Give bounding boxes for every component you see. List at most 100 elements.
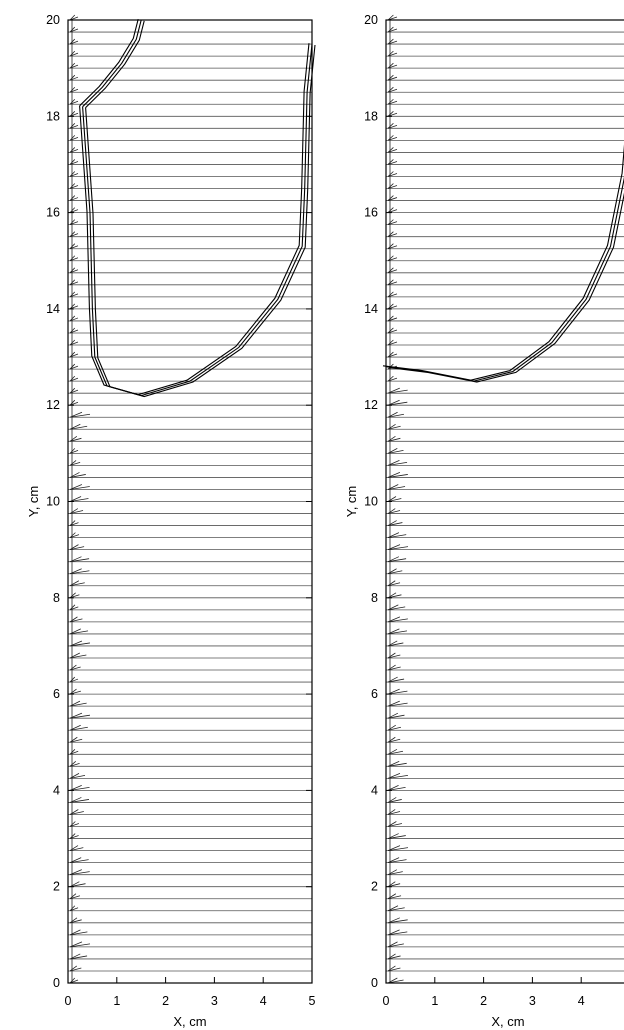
vector-glyph	[69, 448, 79, 454]
vector-glyph	[69, 556, 90, 563]
vector-glyph	[69, 231, 79, 238]
vector-glyph	[387, 845, 409, 851]
vector-glyph	[387, 869, 403, 876]
interface-contour	[79, 43, 310, 396]
vector-glyph	[387, 447, 404, 454]
vector-glyph	[69, 423, 88, 430]
y-tick-label: 10	[364, 495, 378, 509]
vector-glyph	[387, 111, 398, 117]
vector-glyph	[387, 387, 408, 394]
vector-glyph	[387, 279, 398, 286]
vector-glyph	[69, 604, 79, 611]
vector-glyph	[387, 628, 408, 635]
vector-glyph	[69, 785, 90, 791]
vector-glyph	[69, 833, 79, 839]
vector-glyph	[387, 785, 406, 791]
vector-glyph	[69, 472, 86, 478]
vector-glyph	[387, 905, 405, 912]
vector-glyph	[387, 676, 405, 683]
vector-glyph	[69, 327, 79, 334]
vector-glyph	[69, 749, 79, 755]
vector-glyph	[69, 700, 87, 707]
vector-glyph	[69, 387, 79, 394]
vector-glyph	[387, 544, 409, 551]
vector-glyph	[69, 857, 89, 864]
vector-glyph	[69, 411, 91, 418]
y-tick-label: 4	[53, 783, 60, 797]
y-tick-label: 10	[46, 495, 60, 509]
y-tick-label: 18	[364, 109, 378, 123]
vector-glyph	[69, 797, 90, 803]
vector-glyph	[387, 243, 398, 250]
vector-glyph	[387, 399, 408, 406]
vector-glyph	[387, 556, 407, 563]
vector-glyph	[69, 580, 85, 587]
interface-contour	[82, 19, 142, 108]
vector-glyph	[387, 748, 404, 755]
vector-glyph	[69, 676, 79, 683]
x-tick-label: 1	[113, 994, 120, 1008]
vector-glyph	[69, 291, 79, 298]
vector-glyph	[387, 219, 398, 226]
vector-glyph	[69, 26, 79, 33]
vector-glyph	[387, 917, 408, 924]
vector-glyph	[387, 147, 398, 153]
vector-glyph	[69, 484, 90, 490]
x-axis-label: X, cm	[491, 1014, 524, 1029]
vector-glyph	[387, 38, 398, 45]
vector-glyph	[69, 520, 79, 526]
interface-contour	[85, 20, 145, 108]
x-axis-label: X, cm	[173, 1014, 206, 1029]
vector-glyph	[69, 592, 80, 599]
vector-glyph	[69, 86, 79, 93]
vector-glyph	[387, 460, 408, 466]
x-tick-label: 3	[529, 994, 536, 1008]
x-tick-label: 5	[309, 994, 316, 1008]
vector-glyph	[69, 977, 79, 984]
vector-glyph	[387, 255, 398, 262]
vector-glyph	[69, 98, 79, 105]
vector-glyph	[387, 375, 398, 382]
y-tick-label: 20	[364, 13, 378, 27]
y-tick-label: 14	[46, 302, 60, 316]
vector-glyph	[69, 147, 79, 153]
vector-glyph	[387, 688, 408, 695]
y-tick-label: 12	[364, 398, 378, 412]
vector-glyph	[387, 86, 398, 93]
vector-glyph	[387, 760, 407, 767]
vector-glyph	[69, 135, 79, 141]
interface-contour	[82, 44, 313, 397]
vector-glyph	[387, 159, 398, 165]
vector-glyph	[69, 219, 79, 226]
vector-glyph	[387, 98, 398, 105]
y-tick-label: 16	[46, 206, 60, 220]
vector-glyph	[69, 315, 79, 322]
vector-glyph	[69, 893, 81, 900]
vector-glyph	[387, 772, 409, 779]
vector-glyph	[69, 207, 79, 213]
x-tick-label: 0	[65, 994, 72, 1008]
vector-glyph	[69, 773, 86, 779]
vector-glyph	[387, 604, 406, 611]
vector-glyph	[69, 929, 88, 936]
vector-glyph	[387, 411, 405, 418]
vector-glyph	[387, 833, 406, 839]
y-tick-label: 8	[53, 591, 60, 605]
vector-glyph	[387, 291, 398, 298]
vector-glyph	[69, 363, 79, 370]
vector-glyph	[69, 195, 79, 201]
vector-glyph	[387, 183, 398, 189]
interface-contour	[388, 192, 624, 383]
vector-glyph	[69, 123, 79, 129]
x-tick-label: 1	[431, 994, 438, 1008]
vector-glyph	[387, 941, 404, 948]
vector-glyph	[387, 484, 406, 490]
y-tick-label: 18	[46, 109, 60, 123]
vector-glyph	[69, 869, 90, 876]
x-tick-label: 2	[480, 994, 487, 1008]
vector-glyph	[387, 929, 408, 936]
vector-glyph	[69, 496, 89, 502]
y-tick-label: 20	[46, 13, 60, 27]
